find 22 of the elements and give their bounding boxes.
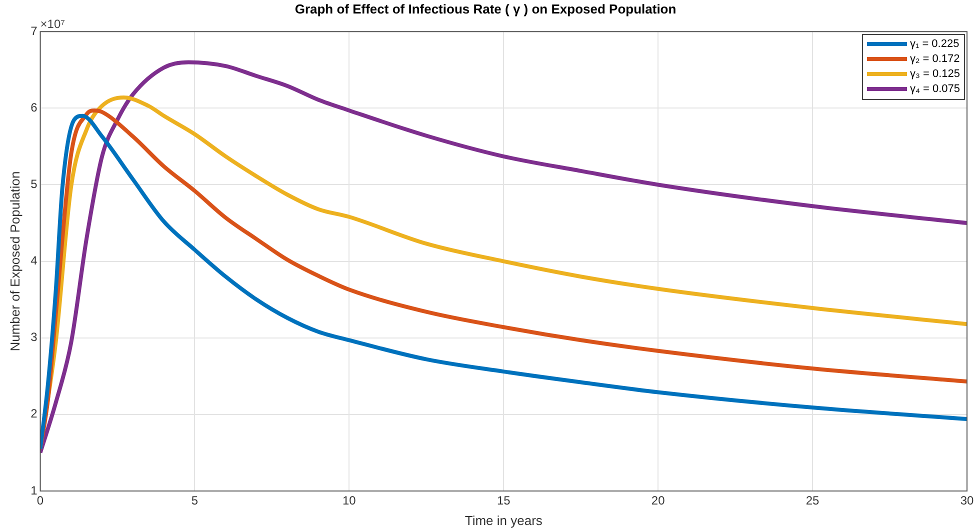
x-axis-title: Time in years xyxy=(464,512,543,528)
y-tick-label: 5 xyxy=(30,177,38,192)
y-tick-label: 1 xyxy=(30,483,38,498)
legend-label: γ₃ = 0.125 xyxy=(910,68,960,80)
x-tick-label: 20 xyxy=(651,494,666,508)
y-tick-label: 7 xyxy=(30,24,38,38)
y-tick-label: 2 xyxy=(30,406,38,421)
y-axis-title: Number of Exposed Population xyxy=(7,171,22,352)
y-tick-label: 4 xyxy=(30,254,38,268)
y-tick-label: 6 xyxy=(30,100,38,114)
x-tick-label: 5 xyxy=(191,494,198,508)
chart-title: Graph of Effect of Infectious Rate ( γ ) on Exposed Population xyxy=(294,1,676,16)
legend-label: γ₁ = 0.225 xyxy=(910,38,960,50)
y-tick-label: 3 xyxy=(30,330,38,344)
x-tick-label: 10 xyxy=(342,494,356,508)
legend-label: γ₂ = 0.172 xyxy=(910,53,960,66)
text: ×10⁷ xyxy=(40,16,65,31)
x-tick-label: 30 xyxy=(960,494,974,508)
x-tick-label: 15 xyxy=(496,494,511,508)
legend-label: γ₄ = 0.075 xyxy=(910,83,960,96)
x-tick-label: 0 xyxy=(36,494,44,508)
x-tick-label: 25 xyxy=(806,494,820,508)
